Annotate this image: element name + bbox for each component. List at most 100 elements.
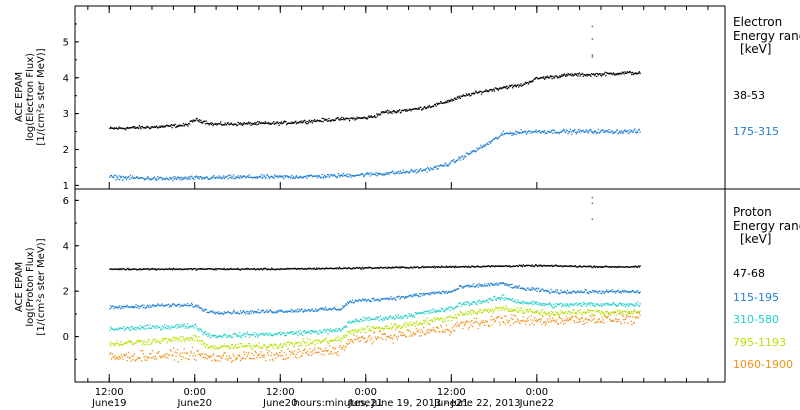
proton-point xyxy=(407,316,409,318)
proton-point xyxy=(191,268,193,271)
electron-point xyxy=(433,166,436,168)
proton-point xyxy=(472,322,475,324)
electron-point xyxy=(311,174,313,176)
proton-point xyxy=(321,350,323,352)
proton-point xyxy=(484,324,486,326)
proton-point xyxy=(349,340,351,343)
electron-point xyxy=(123,127,125,129)
proton-point xyxy=(203,310,205,312)
proton-point xyxy=(396,325,399,327)
electron-point xyxy=(337,173,339,175)
electron-point xyxy=(330,120,332,123)
proton-point xyxy=(548,315,551,317)
proton-point xyxy=(482,265,484,268)
proton-point xyxy=(464,323,466,325)
proton-point xyxy=(538,318,540,321)
electron-point xyxy=(480,90,482,93)
proton-point xyxy=(391,267,393,269)
proton-point xyxy=(189,268,191,270)
proton-point xyxy=(127,326,129,329)
proton-point xyxy=(557,265,560,267)
proton-point xyxy=(512,265,514,268)
proton-point xyxy=(296,342,298,344)
proton-point xyxy=(515,309,517,312)
electron-point xyxy=(239,175,241,177)
proton-point xyxy=(332,329,334,332)
proton-point xyxy=(311,268,314,270)
proton-point xyxy=(523,265,525,267)
proton-point xyxy=(561,318,563,320)
proton-point xyxy=(343,305,345,308)
electron-point xyxy=(166,178,169,180)
proton-point xyxy=(492,319,494,321)
proton-point xyxy=(529,288,531,291)
electron-point xyxy=(119,176,122,178)
proton-point xyxy=(579,303,581,305)
proton-point xyxy=(164,305,166,307)
proton-point xyxy=(400,266,403,268)
proton-point xyxy=(327,268,329,270)
proton-point xyxy=(289,350,291,352)
proton-point xyxy=(343,267,345,269)
electron-point xyxy=(594,130,596,132)
electron-point xyxy=(565,131,567,133)
proton-point xyxy=(431,309,433,311)
electron-point xyxy=(189,178,191,180)
proton-point xyxy=(177,268,180,270)
proton-point xyxy=(342,335,345,337)
proton-point xyxy=(279,331,281,333)
proton-point xyxy=(167,327,169,329)
proton-point xyxy=(498,307,501,309)
proton-point xyxy=(147,356,149,358)
proton-point xyxy=(353,330,355,332)
proton-point xyxy=(122,358,124,360)
proton-point xyxy=(505,305,507,307)
proton-point xyxy=(156,304,158,306)
electron-point xyxy=(570,73,572,75)
proton-point xyxy=(114,306,117,308)
electron-point xyxy=(581,130,583,132)
electron-point xyxy=(519,131,521,134)
proton-point xyxy=(284,311,287,313)
proton-point xyxy=(304,267,306,270)
proton-point xyxy=(555,311,557,313)
proton-point xyxy=(130,340,132,342)
proton-point xyxy=(539,312,542,314)
proton-point xyxy=(436,266,438,268)
proton-point xyxy=(187,358,189,360)
proton-point xyxy=(212,334,214,336)
electron-point xyxy=(243,122,245,124)
proton-point xyxy=(534,317,536,319)
proton-point xyxy=(476,284,478,286)
electron-point xyxy=(419,106,421,108)
proton-point xyxy=(317,339,319,341)
proton-point xyxy=(152,339,154,341)
proton-point xyxy=(427,331,429,333)
proton-point xyxy=(196,328,198,330)
proton-point xyxy=(369,335,371,337)
proton-point xyxy=(141,350,144,352)
proton-point xyxy=(218,335,220,337)
proton-point xyxy=(263,333,265,335)
proton-point xyxy=(451,307,453,310)
electron-point xyxy=(314,175,316,177)
electron-point xyxy=(182,178,184,181)
proton-point xyxy=(262,309,265,312)
proton-point xyxy=(623,313,625,315)
proton-point xyxy=(413,322,415,324)
proton-point xyxy=(572,309,574,311)
electron-point xyxy=(504,133,506,135)
electron-point xyxy=(505,132,507,135)
proton-point xyxy=(545,303,547,306)
proton-point xyxy=(589,309,591,312)
proton-point xyxy=(178,338,180,340)
proton-point xyxy=(610,314,612,316)
electron-point xyxy=(422,108,424,110)
proton-point xyxy=(493,310,495,312)
x-tick-label: 0:00 xyxy=(355,387,377,398)
proton-point xyxy=(351,267,353,270)
proton-point xyxy=(238,346,240,348)
proton-point xyxy=(396,266,398,268)
proton-point xyxy=(470,302,472,304)
proton-point xyxy=(190,326,192,328)
